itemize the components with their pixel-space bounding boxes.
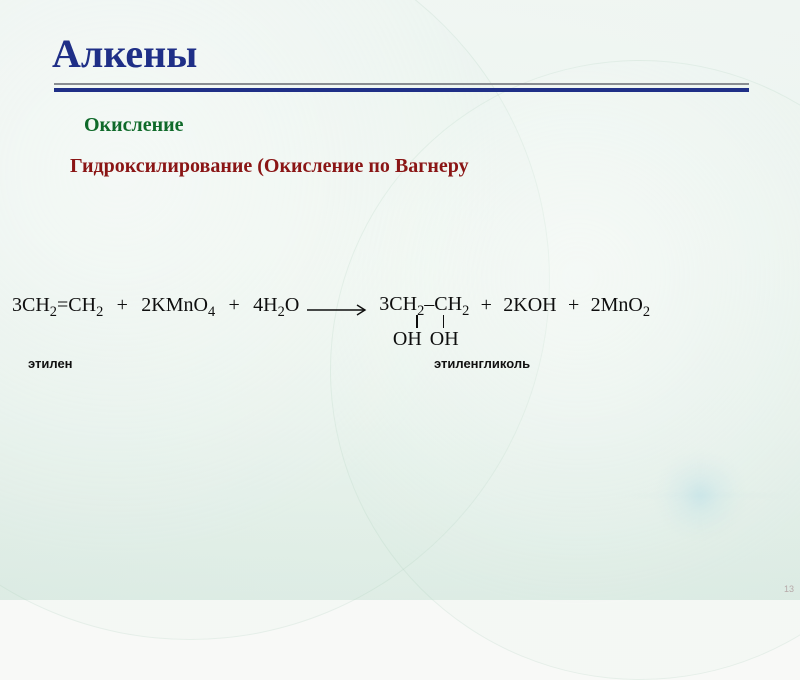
label-ethylene-glycol: этиленгликоль [434,356,530,371]
plus-op: + [469,294,503,317]
plus-op: + [557,294,591,317]
slide-title: Алкены [52,30,746,77]
double-bond: = [57,294,68,317]
subheading-oxidation: Окисление [84,114,746,137]
h-part: H [263,294,277,317]
vertical-bonds [404,315,444,328]
coef: 3 [379,294,389,314]
single-bond: – [424,294,434,314]
ch-part: CH [68,294,96,317]
plus-op: + [215,294,253,317]
formula: MnO [601,294,643,317]
reactant-h2o: 4 H 2 O [253,294,299,317]
reaction-arrow-icon [307,303,371,317]
subheading-hydroxylation: Гидроксилирование (Окисление по Вагнеру [70,155,746,178]
coef: 2 [503,294,513,317]
ch-part: CH [22,294,50,317]
subscript: 2 [96,304,103,321]
subscript: 2 [278,304,285,321]
subscript: 2 [643,304,650,321]
coef: 3 [12,294,22,317]
product-mno2: 2 MnO 2 [591,294,650,317]
title-rule-thick [54,88,749,92]
product-koh: 2 KOH [503,294,556,317]
o-part: O [285,294,299,317]
ch-part: CH [389,294,417,314]
subscript: 2 [50,304,57,321]
coef: 4 [253,294,263,317]
ch-part: CH [434,294,462,314]
coef: 2 [591,294,601,317]
subscript: 4 [208,304,215,321]
formula: KMnO [151,294,208,317]
product-ethylene-glycol: 3 CH 2 – CH 2 OH OH [379,294,469,349]
oh-group: OH [393,329,422,349]
label-ethylene: этилен [28,356,73,371]
coef: 2 [141,294,151,317]
plus-op: + [103,294,141,317]
title-rule-thin [54,83,749,85]
oh-row: OH OH [390,329,459,349]
oh-group: OH [430,329,459,349]
formula: KOH [513,294,556,317]
equation-row: 3 CH 2 = CH 2 + 2 KMnO 4 + 4 H 2 O [0,294,800,349]
subscript: 2 [462,304,469,318]
reactant-kmno4: 2 KMnO 4 [141,294,215,317]
page-number: 13 [784,584,794,594]
reactant-ethylene: 3 CH 2 = CH 2 [12,294,103,317]
subscript: 2 [417,304,424,318]
